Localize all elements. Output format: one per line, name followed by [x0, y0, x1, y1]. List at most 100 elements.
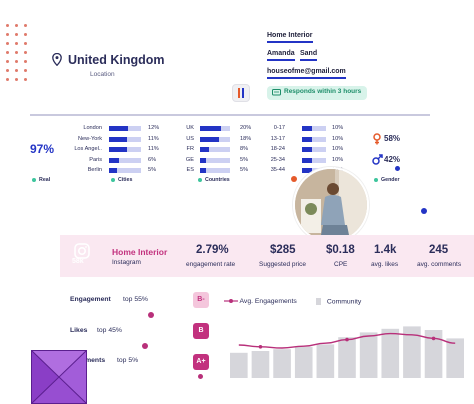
city-bar	[109, 136, 141, 142]
legend-real: Real	[32, 177, 50, 183]
grid-dot	[24, 42, 27, 45]
ranking-dot	[142, 343, 148, 349]
grid-dot	[15, 51, 18, 54]
city-bar	[109, 126, 141, 131]
city-label: Los Angel..	[74, 146, 102, 152]
country-bar-fill	[200, 157, 206, 163]
country-bar	[200, 157, 230, 163]
cpe-label: CPE	[334, 261, 348, 268]
grid-dot	[6, 33, 9, 36]
city-label: New-York	[77, 135, 102, 142]
age-bar-fill	[302, 157, 312, 163]
cities-dot-icon	[111, 177, 115, 182]
ranking-dot	[148, 312, 154, 318]
instagram-badge[interactable]	[232, 84, 250, 102]
avg-comments-label: avg. comments	[417, 261, 462, 268]
ranking-comments-label: Comments	[70, 357, 106, 364]
country-percentage: 5%	[240, 156, 249, 163]
suggested-price-value: $285	[270, 244, 296, 256]
country-label: US	[186, 135, 194, 142]
city-row: London 12%	[0, 125, 474, 133]
engagement-rate-value: 2.79%	[196, 244, 229, 256]
age-label: 18-24	[270, 146, 285, 152]
profile-photo	[295, 169, 367, 241]
avg-likes-value: 1.4k	[374, 244, 397, 256]
email-field[interactable]: houseofme@gmail.com	[267, 68, 346, 79]
cpe-value: $0.18	[326, 244, 355, 256]
grid-dot	[6, 51, 9, 54]
country-row: GE 5%	[0, 157, 474, 165]
city-percentage: 11%	[148, 146, 159, 152]
grid-dot	[24, 51, 27, 54]
ranking-engagement-label: Engagement	[70, 296, 111, 303]
country-bar-fill	[200, 147, 209, 152]
engagement-point	[345, 337, 349, 342]
metrics-account-name: Home Interior	[112, 247, 168, 257]
country-percentage: 5%	[240, 167, 249, 173]
followers-count: 58k	[72, 258, 84, 265]
community-bar	[446, 338, 464, 378]
country-label: UK	[186, 125, 194, 131]
last-name-field[interactable]: Sand	[300, 50, 318, 61]
age-row: 0-17 10%	[0, 125, 474, 133]
age-bar	[302, 136, 326, 142]
decorative-orange-dot	[291, 176, 297, 182]
location-label: Location	[90, 71, 115, 78]
decorative-dot	[198, 374, 203, 379]
community-bar	[294, 346, 313, 378]
instagram-glyph-icon	[238, 88, 244, 98]
country-bar	[200, 126, 230, 131]
city-label: Paris	[89, 156, 102, 163]
age-label: 35-44	[270, 167, 285, 173]
city-bar-fill	[109, 126, 128, 131]
country-row: UK 20%	[0, 125, 474, 133]
grid-dot	[24, 33, 27, 36]
engagement-rate-label: engagement rate	[186, 261, 236, 268]
ranking-likes-value: top 45%	[97, 327, 122, 334]
decorative-purple-tile	[31, 350, 87, 404]
age-row: 25-34 10%	[0, 157, 474, 165]
divider	[30, 114, 430, 116]
country-label: ES	[186, 167, 194, 173]
ranking-comments-value: top 5%	[117, 357, 139, 364]
country-bar	[200, 147, 230, 152]
grid-dot	[15, 42, 18, 45]
engagement-point	[431, 336, 436, 341]
carousel-dot[interactable]	[421, 208, 427, 214]
line-marker-icon	[224, 299, 238, 304]
metrics-platform: Instagram	[112, 259, 141, 266]
grid-dot	[24, 78, 27, 81]
grid-dot	[6, 42, 9, 45]
city-bar	[109, 157, 141, 163]
grid-dot	[6, 78, 9, 81]
grid-dot	[15, 60, 18, 63]
bar-marker-icon	[316, 298, 321, 305]
city-bar	[109, 147, 141, 152]
community-bar	[424, 330, 443, 378]
grade-likes: B	[193, 323, 209, 339]
country-bar-fill	[200, 136, 219, 142]
grid-dot	[6, 60, 9, 63]
female-icon	[373, 133, 381, 145]
city-percentage: 11%	[148, 135, 159, 142]
city-label: London	[83, 125, 102, 131]
age-percentage: 10%	[332, 125, 344, 131]
country-bar-fill	[200, 168, 206, 173]
category-field[interactable]: Home Interior	[267, 32, 313, 43]
engagement-chart	[230, 326, 464, 378]
age-label: 25-34	[270, 156, 285, 163]
age-bar	[302, 147, 326, 152]
location-pin-icon	[52, 53, 62, 66]
engagement-point	[258, 345, 263, 349]
country-bar	[200, 168, 230, 173]
first-name-field[interactable]: Amanda	[267, 50, 295, 61]
community-bar	[316, 344, 335, 378]
community-bar	[251, 351, 270, 378]
country-bar-fill	[200, 126, 221, 131]
country-row: US 18%	[0, 136, 474, 144]
chart-legend-community: Community	[316, 298, 361, 305]
male-icon	[372, 154, 383, 165]
country-row: FR 8%	[0, 146, 474, 154]
age-percentage: 10%	[332, 135, 344, 142]
age-percentage: 10%	[332, 156, 344, 163]
